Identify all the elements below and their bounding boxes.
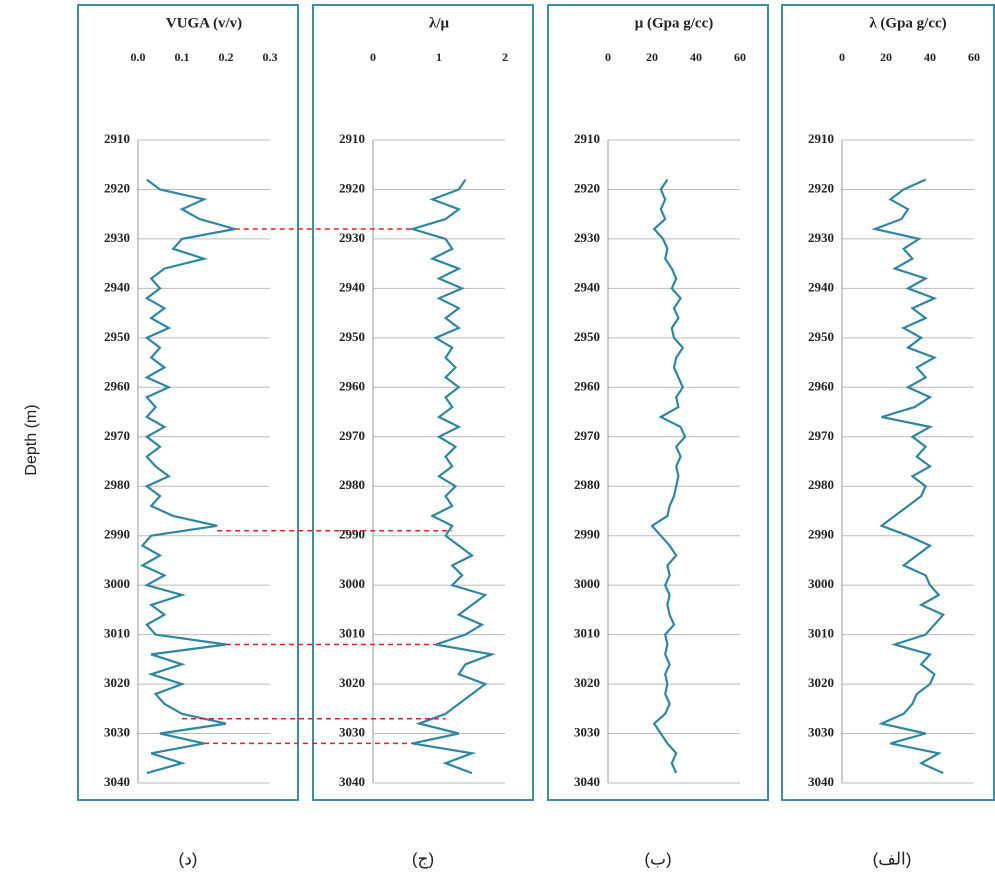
x-tick-label: 0.2 <box>219 50 234 64</box>
y-tick-label: 2910 <box>104 131 130 146</box>
y-tick-label: 2990 <box>104 527 130 542</box>
y-tick-label: 3030 <box>574 725 600 740</box>
y-tick-label: 2920 <box>104 180 130 195</box>
y-tick-label: 2930 <box>574 230 600 245</box>
panel-frame <box>312 4 534 801</box>
y-tick-label: 3030 <box>808 725 834 740</box>
y-tick-label: 2930 <box>808 230 834 245</box>
y-tick-label: 2920 <box>339 180 365 195</box>
y-tick-label: 3040 <box>808 774 834 789</box>
x-tick-label: 0 <box>605 50 611 64</box>
y-tick-label: 2910 <box>339 131 365 146</box>
panel-title: VUGA (v/v) <box>166 15 242 31</box>
y-tick-label: 2920 <box>574 180 600 195</box>
y-tick-label: 2910 <box>574 131 600 146</box>
panel-caption: (ج) <box>412 849 434 869</box>
y-tick-label: 2970 <box>104 428 130 443</box>
x-tick-label: 20 <box>880 50 892 64</box>
y-tick-label: 2970 <box>808 428 834 443</box>
y-tick-label: 2960 <box>339 378 365 393</box>
y-tick-label: 2920 <box>808 180 834 195</box>
y-tick-label: 3010 <box>574 626 600 641</box>
panel-frame <box>547 4 769 801</box>
panel: λ (Gpa g/cc) 0 20 40 60 2910 2920 2930 2940 2950 2… <box>781 4 995 868</box>
y-tick-label: 3000 <box>339 576 365 591</box>
y-tick-label: 3010 <box>104 626 130 641</box>
y-tick-label: 3030 <box>339 725 365 740</box>
panel-caption: (د) <box>179 849 198 868</box>
y-tick-label: 2910 <box>808 131 834 146</box>
y-tick-label: 2940 <box>339 279 365 294</box>
x-tick-label: 0 <box>370 50 376 64</box>
y-tick-label: 2930 <box>339 230 365 245</box>
log-curve <box>871 178 946 775</box>
y-tick-label: 2940 <box>808 279 834 294</box>
y-tick-label: 2990 <box>574 527 600 542</box>
x-tick-label: 0.1 <box>175 50 190 64</box>
y-axis-label: Depth (m) <box>23 404 40 475</box>
y-tick-label: 2950 <box>574 329 600 344</box>
y-tick-label: 3020 <box>574 675 600 690</box>
x-tick-label: 2 <box>502 50 508 64</box>
y-tick-label: 2970 <box>574 428 600 443</box>
x-tick-label: 40 <box>690 50 702 64</box>
y-tick-label: 2930 <box>104 230 130 245</box>
panel-title: λ (Gpa g/cc) <box>869 15 946 31</box>
panel-caption: (ب) <box>644 849 671 868</box>
y-tick-label: 3030 <box>104 725 130 740</box>
x-tick-label: 60 <box>968 50 980 64</box>
x-tick-label: 0.3 <box>263 50 278 64</box>
y-tick-label: 3020 <box>104 675 130 690</box>
panel-frame <box>781 4 995 801</box>
panel: VUGA (v/v) 0.0 0.1 0.2 0.3 2910 2920 2930 2940 29… <box>77 4 299 868</box>
y-tick-label: 2950 <box>104 329 130 344</box>
y-tick-label: 2940 <box>574 279 600 294</box>
y-tick-label: 3020 <box>808 675 834 690</box>
y-tick-label: 3000 <box>104 576 130 591</box>
x-tick-label: 1 <box>436 50 442 64</box>
y-tick-label: 2960 <box>808 378 834 393</box>
panel: μ (Gpa g/cc) 0 20 40 60 2910 2920 2930 2940 2950 2… <box>547 4 769 868</box>
x-tick-label: 40 <box>924 50 936 64</box>
panel-title: λ/μ <box>429 15 450 31</box>
x-tick-label: 0 <box>839 50 845 64</box>
y-tick-label: 2980 <box>574 477 600 492</box>
log-curve <box>650 178 687 774</box>
y-tick-label: 2970 <box>339 428 365 443</box>
y-tick-label: 2950 <box>339 329 365 344</box>
panel: λ/μ 0 1 2 2910 2920 2930 2940 2950 2960 2970 2980 29… <box>312 4 534 869</box>
y-tick-label: 3020 <box>339 675 365 690</box>
y-tick-label: 3000 <box>574 576 600 591</box>
y-tick-label: 2950 <box>808 329 834 344</box>
y-tick-label: 2960 <box>574 378 600 393</box>
x-tick-label: 60 <box>734 50 746 64</box>
log-curve <box>139 178 236 775</box>
y-tick-label: 2990 <box>808 527 834 542</box>
y-tick-label: 2940 <box>104 279 130 294</box>
x-tick-label: 20 <box>646 50 658 64</box>
y-tick-label: 3010 <box>808 626 834 641</box>
log-curve <box>408 178 496 775</box>
panel-title: μ (Gpa g/cc) <box>635 15 714 31</box>
y-tick-label: 3040 <box>104 774 130 789</box>
y-tick-label: 2980 <box>808 477 834 492</box>
y-tick-label: 2960 <box>104 378 130 393</box>
y-tick-label: 3000 <box>808 576 834 591</box>
x-tick-label: 0.0 <box>131 50 146 64</box>
y-tick-label: 3040 <box>339 774 365 789</box>
y-tick-label: 3040 <box>574 774 600 789</box>
panel-caption: (الف) <box>873 849 912 868</box>
y-tick-label: 2990 <box>339 527 365 542</box>
y-tick-label: 2980 <box>339 477 365 492</box>
y-tick-label: 2980 <box>104 477 130 492</box>
y-tick-label: 3010 <box>339 626 365 641</box>
panel-frame <box>77 4 299 801</box>
